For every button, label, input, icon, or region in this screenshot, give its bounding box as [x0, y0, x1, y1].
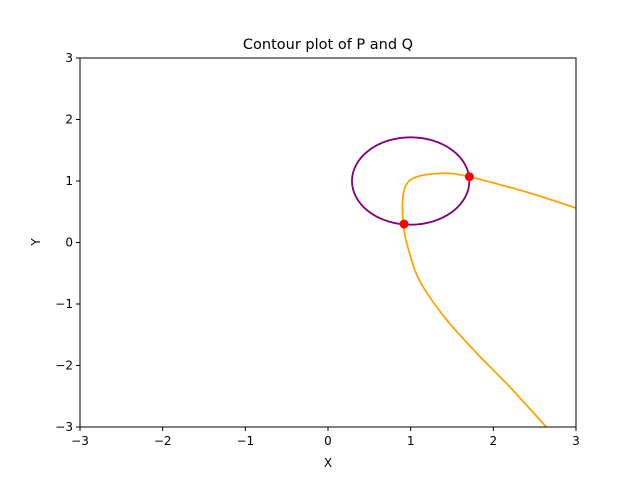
- x-axis: −3 −2 −1 0 1 2 3: [71, 427, 580, 448]
- y-tick-label: 2: [65, 113, 73, 127]
- contour-q-line: [401, 172, 577, 428]
- plot-area: [351, 136, 577, 428]
- x-tick-label: −2: [154, 434, 172, 448]
- x-tick-label: −1: [236, 434, 254, 448]
- intersection-point: [399, 219, 409, 229]
- x-tick-label: 3: [572, 434, 580, 448]
- y-tick-label: 1: [65, 174, 73, 188]
- y-tick-label: 3: [65, 51, 73, 65]
- x-tick-label: 1: [407, 434, 415, 448]
- y-axis-label: Y: [29, 238, 43, 247]
- y-axis: −3 −2 −1 0 1 2 3: [55, 51, 80, 434]
- y-tick-label: −3: [55, 420, 73, 434]
- x-axis-label: X: [324, 456, 332, 470]
- contour-p-line: [351, 136, 471, 226]
- x-tick-label: −3: [71, 434, 89, 448]
- y-tick-label: −2: [55, 359, 73, 373]
- y-tick-label: 0: [65, 236, 73, 250]
- chart-title: Contour plot of P and Q: [243, 37, 413, 53]
- plot-frame: [79, 57, 577, 428]
- intersection-point: [464, 172, 474, 182]
- x-tick-label: 2: [490, 434, 498, 448]
- x-tick-label: 0: [324, 434, 332, 448]
- y-tick-label: −1: [55, 297, 73, 311]
